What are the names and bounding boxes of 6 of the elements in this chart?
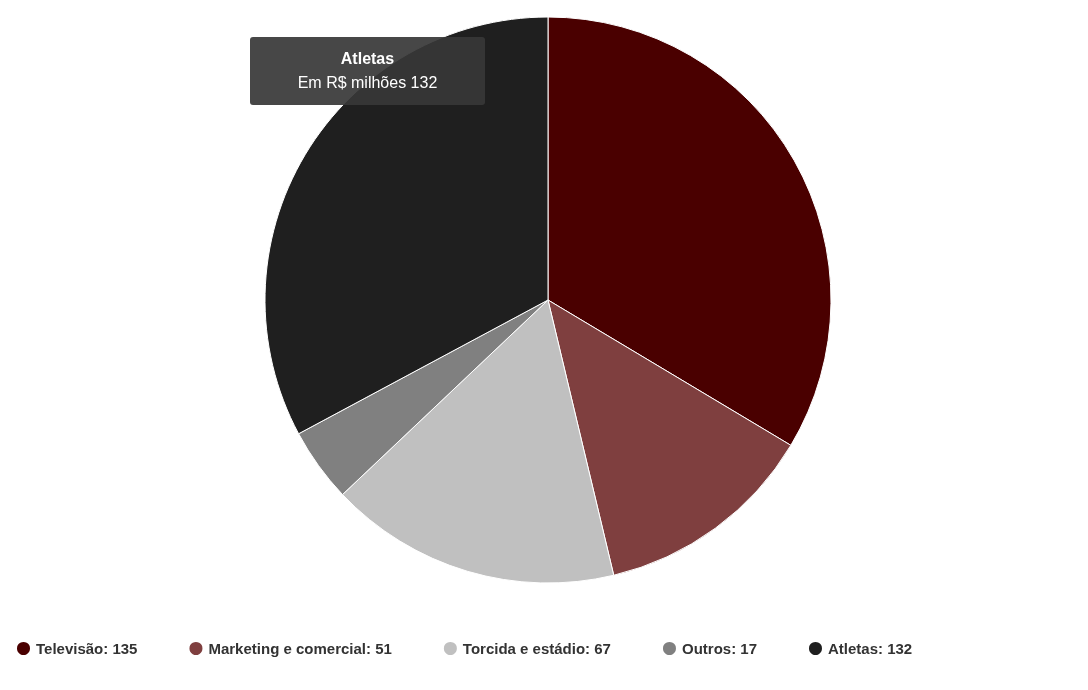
tooltip-box: Atletas Em R$ milhões 132 <box>250 37 485 105</box>
legend-label: Televisão: 135 <box>36 640 138 657</box>
legend-label: Marketing e comercial: 51 <box>208 640 392 657</box>
legend-label: Outros: 17 <box>681 640 757 657</box>
legend-label: Torcida e estádio: 67 <box>462 640 611 657</box>
legend-label: Atletas: 132 <box>827 640 913 657</box>
